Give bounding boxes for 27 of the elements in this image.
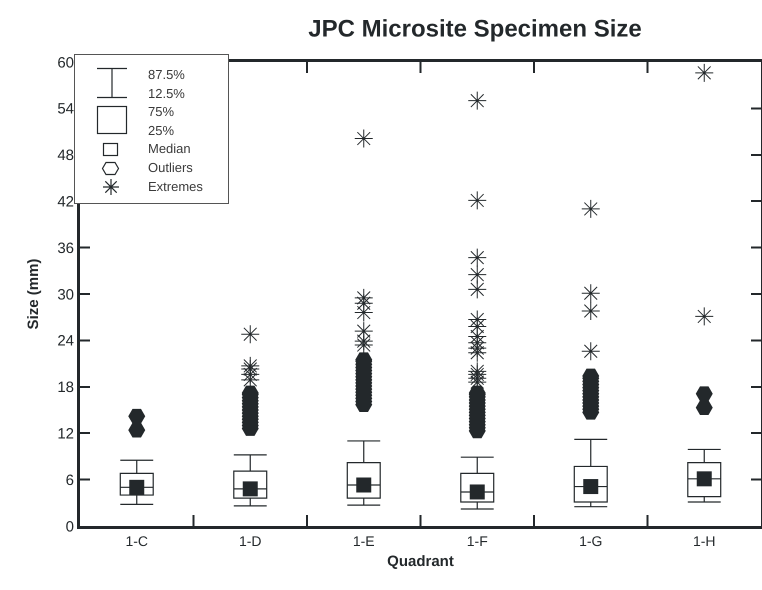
annotation: 75% — [148, 104, 174, 119]
y-axis-title: Size (mm) — [25, 258, 42, 330]
x-tick-label: 1-H — [692, 532, 716, 549]
y-tick-label: 18 — [57, 379, 74, 396]
y-tick-label: 54 — [57, 100, 74, 118]
legend-label: Extremes — [148, 179, 203, 194]
annotation: 25% — [148, 123, 174, 138]
y-tick-label: 42 — [57, 193, 74, 210]
y-tick-label: 36 — [57, 240, 74, 257]
chart-title: JPC Microsite Specimen Size — [308, 15, 642, 42]
annotation: Median — [148, 141, 191, 156]
x-tick-label: 1-E — [352, 532, 375, 549]
y-tick-label: 24 — [57, 332, 74, 350]
y-tick-label: 60 — [57, 54, 74, 72]
x-tick-label: 1-F — [466, 532, 488, 549]
y-tick-label: 0 — [66, 518, 74, 536]
annotation: Outliers — [148, 160, 193, 175]
x-axis-title: Quadrant — [387, 552, 454, 570]
y-tick-label: 30 — [57, 286, 74, 304]
x-tick-label: 1-G — [579, 532, 602, 549]
annotation: 87.5% — [148, 67, 185, 82]
y-tick-label: 6 — [66, 472, 74, 489]
x-tick-label: 1-C — [125, 532, 148, 549]
y-tick-label: 48 — [57, 147, 74, 164]
y-tick-label: 12 — [57, 425, 74, 442]
annotation: 12.5% — [148, 86, 185, 101]
x-tick-label: 1-D — [238, 532, 262, 549]
